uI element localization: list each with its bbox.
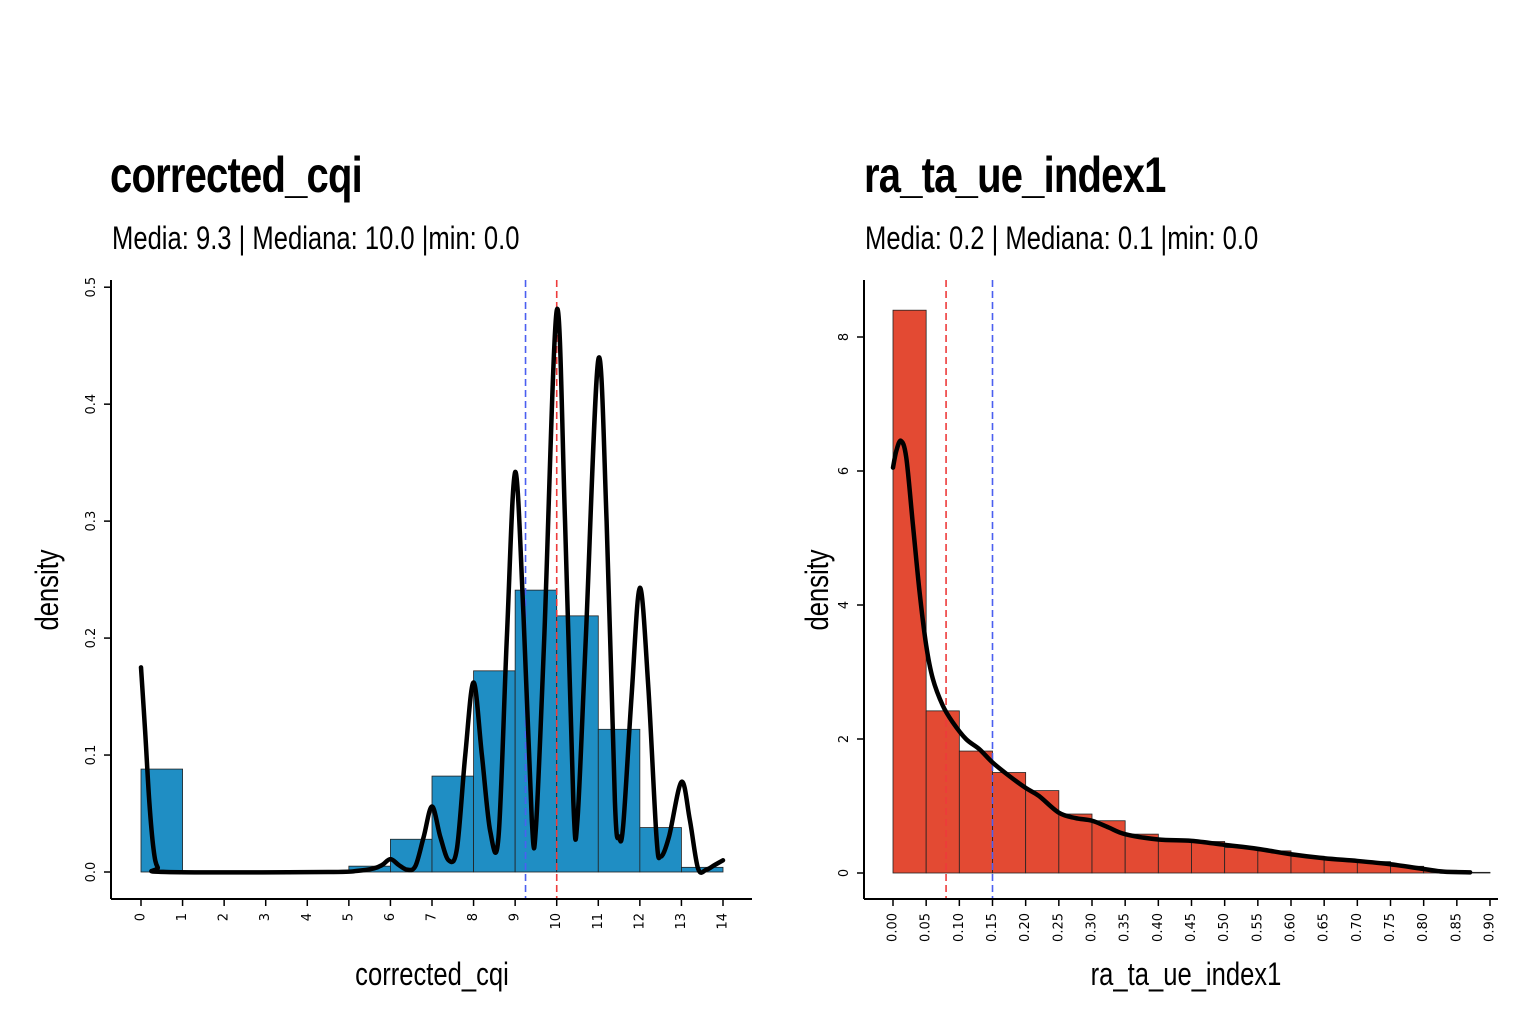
x-tick-label: 11: [591, 913, 606, 930]
chart-subtitle: Media: 9.3 | Mediana: 10.0 |min: 0.0: [112, 220, 520, 256]
y-axis-title: density: [30, 549, 65, 631]
y-tick-label: 0.0: [84, 862, 99, 883]
histogram-bar: [1058, 813, 1093, 874]
y-tick-label: 0.1: [84, 745, 99, 766]
x-tick-label: 0.40: [1151, 913, 1166, 942]
histogram-bar: [992, 772, 1027, 874]
x-tick-label: 0.65: [1317, 913, 1332, 942]
x-tick-label: 0.20: [1018, 913, 1033, 942]
x-tick-label: 4: [300, 913, 315, 921]
y-tick-label: 4: [837, 601, 852, 609]
histogram-bar: [473, 670, 516, 873]
chart-panel-corrected-cqi: corrected_cqi Media: 9.3 | Mediana: 10.0…: [30, 147, 752, 993]
histogram-bar: [925, 710, 960, 874]
y-tick-label: 0.4: [84, 394, 99, 415]
chart-title: ra_ta_ue_index1: [864, 147, 1166, 203]
x-tick-label: 7: [425, 913, 440, 921]
x-tick-label: 0.90: [1483, 913, 1498, 942]
y-tick-label: 8: [837, 333, 852, 341]
x-tick-label: 8: [466, 913, 481, 921]
x-tick-label: 0.55: [1250, 913, 1265, 942]
density-curve: [890, 438, 1473, 875]
x-tick-label: 0.00: [886, 913, 901, 942]
y-tick-label: 6: [837, 467, 852, 475]
x-tick-label: 6: [383, 913, 398, 921]
y-tick-label: 0.2: [84, 628, 99, 649]
x-tick-label: 14: [716, 913, 731, 930]
x-tick-label: 0.45: [1184, 913, 1199, 942]
histogram-corrected-cqi: 0.00.10.20.30.40.50 1 2 3 4 5 6 7 8 9 10 11 12 13 14de…: [30, 277, 752, 993]
x-tick-label: 0.60: [1284, 913, 1299, 942]
x-tick-label: 3: [258, 913, 273, 921]
y-tick-label: 0: [837, 869, 852, 877]
x-tick-label: 10: [549, 913, 564, 930]
histogram-bar: [597, 728, 641, 873]
x-tick-label: 0: [134, 913, 149, 921]
x-tick-label: 0.05: [919, 913, 934, 942]
y-tick-label: 2: [837, 735, 852, 743]
x-tick-label: 0.15: [985, 913, 1000, 942]
x-tick-label: 0.70: [1350, 913, 1365, 942]
x-tick-label: 12: [632, 913, 647, 930]
x-tick-label: 0.85: [1449, 913, 1464, 942]
x-tick-label: 5: [341, 913, 356, 921]
histogram-bar: [958, 750, 993, 874]
x-tick-label: 2: [217, 913, 232, 921]
x-tick-label: 0.25: [1051, 913, 1066, 942]
y-tick-label: 0.3: [84, 511, 99, 532]
histogram-ra-ta-ue-index1: 0 2 4 6 8 0.00 0.05 0.10 0.15 0.20 0.25 0.30 0.35 0.4…: [800, 280, 1498, 993]
x-tick-label: 0.10: [952, 913, 967, 942]
x-tick-label: 0.50: [1217, 913, 1232, 942]
histogram-bar: [1025, 790, 1060, 874]
density-curve: [138, 306, 726, 875]
y-tick-label: 0.5: [84, 277, 99, 298]
x-tick-label: 13: [674, 913, 689, 930]
x-tick-label: 0.30: [1085, 913, 1100, 942]
histogram-bar: [1157, 839, 1192, 874]
y-axis-title: density: [800, 549, 835, 631]
x-tick-label: 9: [508, 913, 523, 921]
histogram-bar: [1224, 847, 1259, 874]
histogram-bar: [639, 827, 682, 873]
x-tick-label: 1: [175, 913, 190, 921]
chart-title: corrected_cqi: [110, 147, 363, 203]
histogram-bar: [390, 838, 433, 873]
x-tick-label: 0.75: [1383, 913, 1398, 942]
chart-subtitle: Media: 0.2 | Mediana: 0.1 |min: 0.0: [865, 220, 1259, 256]
x-tick-label: 0.35: [1118, 913, 1133, 942]
x-axis-title: ra_ta_ue_index1: [1091, 957, 1282, 992]
x-tick-label: 0.80: [1416, 913, 1431, 942]
chart-panel-ra-ta-ue-index1: ra_ta_ue_index1 Media: 0.2 | Mediana: 0.…: [768, 0, 1536, 1024]
x-axis-title: corrected_cqi: [355, 957, 509, 992]
